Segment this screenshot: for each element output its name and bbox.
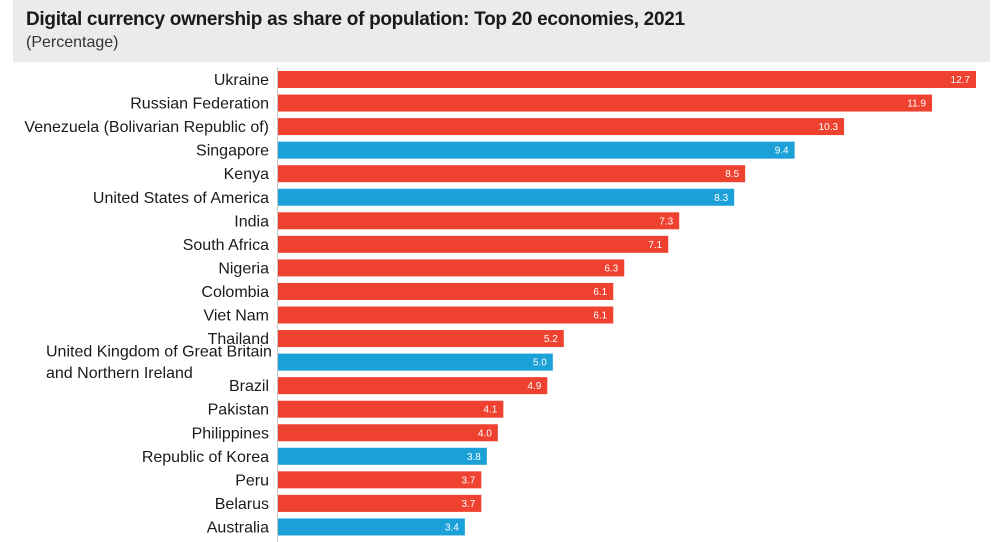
category-label: Belarus (215, 496, 269, 513)
value-label: 4.1 (483, 405, 497, 416)
category-label: Philippines (192, 425, 269, 442)
value-label: 6.1 (593, 311, 607, 322)
category-label: Viet Nam (203, 308, 269, 325)
value-label: 8.5 (725, 169, 739, 180)
bars-layer (278, 71, 976, 536)
category-label: Singapore (196, 143, 269, 160)
category-label: Pakistan (208, 402, 269, 419)
bar (278, 447, 487, 465)
value-label: 5.0 (533, 358, 547, 369)
bar (278, 518, 465, 536)
value-label: 11.9 (907, 99, 926, 110)
bar (278, 165, 746, 183)
bar (278, 259, 625, 277)
category-label: India (234, 213, 269, 230)
value-label: 7.3 (659, 216, 673, 227)
value-label: 6.1 (593, 287, 607, 298)
value-label: 12.7 (951, 75, 971, 86)
bar (278, 118, 845, 136)
bar (278, 282, 614, 300)
category-label: Ukraine (214, 72, 269, 89)
category-label: Brazil (229, 378, 269, 395)
category-label: Australia (207, 519, 269, 536)
bar (278, 353, 553, 371)
chart-subtitle: (Percentage) (26, 34, 119, 51)
category-label: Russian Federation (130, 96, 269, 113)
bar (278, 424, 498, 442)
category-label: Thailand (208, 331, 269, 348)
bar (278, 141, 795, 159)
bar (278, 235, 669, 253)
chart-header: Digital currency ownership as share of p… (13, 0, 990, 62)
bar (278, 188, 735, 206)
bar (278, 71, 976, 88)
category-label: Peru (235, 472, 269, 489)
bar (278, 400, 504, 418)
bar (278, 330, 564, 348)
category-label: Nigeria (218, 260, 269, 277)
category-label-line: and Northern Ireland (46, 365, 193, 382)
category-label: South Africa (183, 237, 269, 254)
category-label: United States of America (93, 190, 269, 207)
category-label-line: United Kingdom of Great Britain (46, 344, 272, 361)
category-labels: Ukraine Russian Federation Venezuela (Boli… (24, 72, 271, 536)
value-label: 7.1 (648, 240, 662, 251)
bar (278, 94, 933, 112)
bar (278, 377, 548, 395)
value-label: 4.0 (478, 428, 492, 439)
value-label: 3.8 (467, 452, 481, 463)
bar (278, 471, 482, 489)
bar (278, 494, 482, 512)
value-label: 3.7 (461, 475, 475, 486)
bar (278, 306, 614, 324)
bar (278, 212, 680, 230)
value-label: 10.3 (819, 122, 839, 133)
category-label: Republic of Korea (142, 449, 269, 466)
category-label: Venezuela (Bolivarian Republic of) (24, 119, 269, 136)
value-label: 4.9 (527, 381, 541, 392)
category-label: Colombia (201, 284, 269, 301)
value-labels: 12.7 11.9 10.3 9.4 8.5 8.3 7.3 7.1 6.3 6.1 6.1 5.2 5… (445, 75, 970, 533)
value-label: 5.2 (544, 334, 558, 345)
value-label: 3.7 (461, 499, 475, 510)
chart-title: Digital currency ownership as share of p… (26, 9, 685, 30)
value-label: 6.3 (604, 263, 618, 274)
category-label: Kenya (224, 166, 269, 183)
value-label: 3.4 (445, 522, 459, 533)
value-label: 8.3 (714, 193, 728, 204)
value-label: 9.4 (775, 146, 789, 157)
